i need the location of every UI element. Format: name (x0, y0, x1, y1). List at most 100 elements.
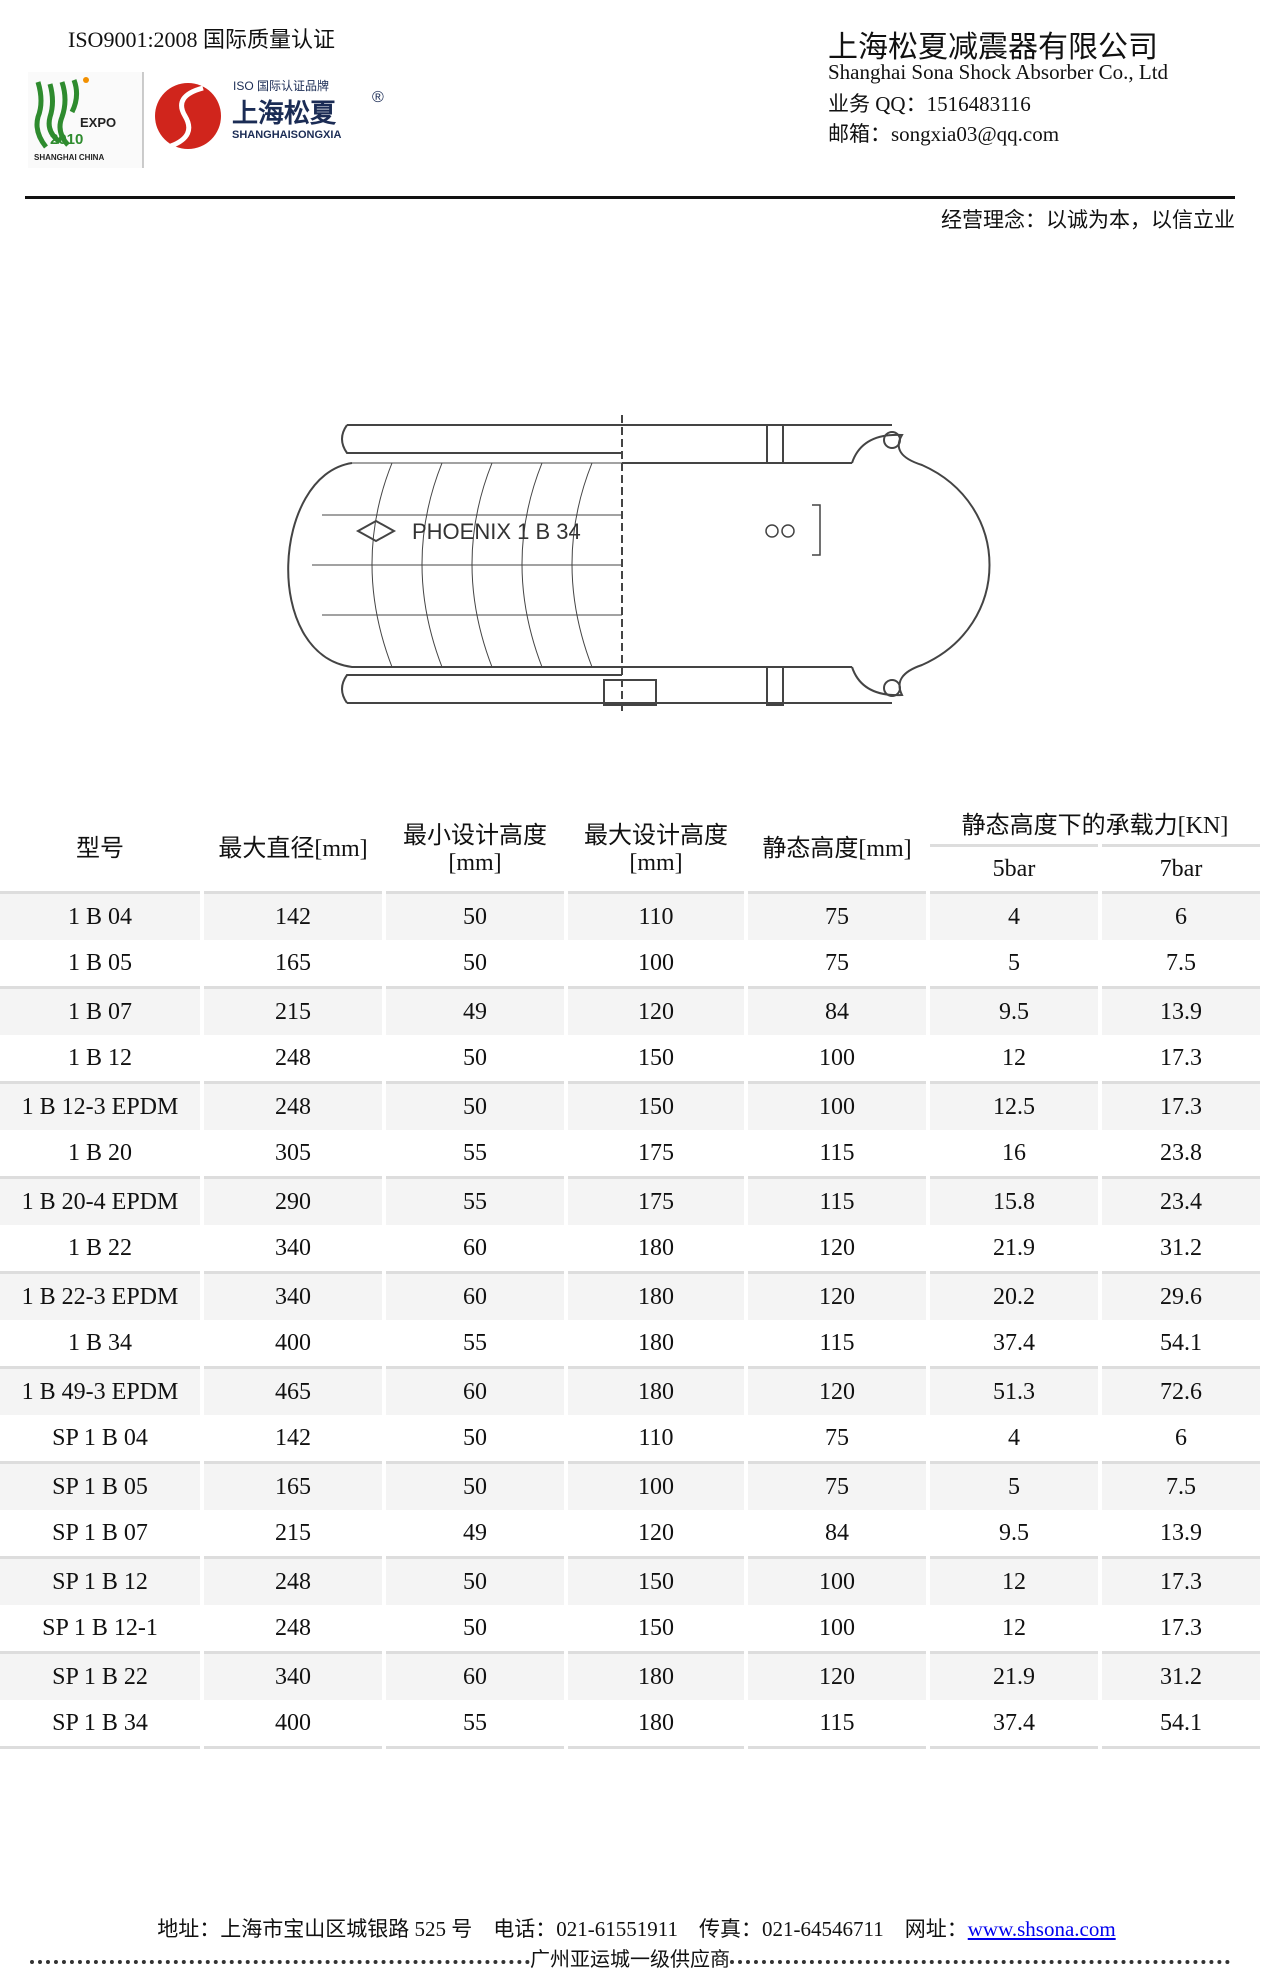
table-cell: 31.2 (1102, 1651, 1260, 1700)
table-cell: 120 (819, 1234, 855, 1261)
table-cell: 55 (463, 1139, 487, 1166)
table-cell: 248 (204, 1081, 382, 1130)
table-cell: 9.5 (930, 986, 1098, 1035)
table-cell: 100 (819, 1614, 855, 1641)
website-link[interactable]: www.shsona.com (967, 1917, 1116, 1941)
table-cell: 180 (638, 1329, 674, 1356)
table-cell: 115 (748, 1700, 926, 1749)
table-cell: 17.3 (1102, 1556, 1260, 1605)
table-cell: 23.8 (1160, 1139, 1202, 1166)
table-cell: 150 (638, 1044, 674, 1071)
table-cell: 115 (819, 1139, 855, 1166)
table-cell: 120 (748, 1651, 926, 1700)
table-cell: SP 1 B 12 (0, 1556, 200, 1605)
table-cell: 1 B 22 (67, 1234, 132, 1261)
table-row: 1 B 12 248 50 150 100 12 17.3 (0, 1035, 1260, 1081)
table-cell: 142 (275, 1424, 311, 1451)
table-cell: 248 (204, 1556, 382, 1605)
table-row: 1 B 12-3 EPDM 248 50 150 100 12.5 17.3 (0, 1081, 1260, 1130)
table-cell: 120 (748, 1271, 926, 1320)
table-cell: 54.1 (1102, 1700, 1260, 1749)
table-cell: 120 (748, 1366, 926, 1415)
business-motto: 经营理念：以诚为本，以信立业 (941, 208, 1235, 232)
table-cell: 12 (1002, 1614, 1026, 1641)
brand-logo: ISO 国际认证品牌 上海松夏 SHANGHAISONGXIA ® (155, 79, 384, 149)
table-cell: 75 (825, 949, 849, 976)
table-cell: 1 B 12 (67, 1044, 132, 1071)
table-cell: 9.5 (999, 1519, 1029, 1546)
company-english-name: Shanghai Sona Shock Absorber Co., Ltd (828, 60, 1169, 84)
table-cell: 37.4 (993, 1329, 1035, 1356)
specification-table: 型号 最大直径[mm] 最小设计高度 [mm] 最大设计高度 [mm] 静态高度[m… (0, 800, 1264, 1749)
footer-contact: 地址：上海市宝山区城银路 525 号 电话：021-61551911 传真：02… (0, 1913, 1273, 1943)
iso-certification: ISO9001:2008 国际质量认证 (68, 27, 336, 52)
footer-address: 地址：上海市宝山区城银路 525 号 电话：021-61551911 传真：02… (157, 1917, 968, 1941)
company-name: 上海松夏减震器有限公司 (828, 31, 1158, 64)
table-cell: 400 (275, 1329, 311, 1356)
table-cell: 120 (638, 1519, 674, 1546)
table-cell: 1 B 49-3 EPDM (0, 1366, 200, 1415)
table-cell: 165 (204, 1461, 382, 1510)
table-cell: SP 1 B 04 (52, 1424, 148, 1451)
table-row: SP 1 B 12 248 50 150 100 12 17.3 (0, 1556, 1260, 1605)
table-cell: 100 (819, 1044, 855, 1071)
table-row: SP 1 B 04 142 50 110 75 4 6 (0, 1415, 1260, 1461)
table-cell: 50 (386, 1556, 564, 1605)
table-cell: 29.6 (1102, 1271, 1260, 1320)
table-cell: 115 (819, 1329, 855, 1356)
table-cell: 55 (386, 1176, 564, 1225)
table-cell: 55 (386, 1700, 564, 1749)
table-cell: 248 (275, 1044, 311, 1071)
table-cell: 1 B 07 (0, 986, 200, 1035)
table-cell: 100 (748, 1556, 926, 1605)
table-cell: 120 (568, 986, 744, 1035)
table-cell: 21.9 (930, 1651, 1098, 1700)
table-cell: 1 B 12-3 EPDM (0, 1081, 200, 1130)
table-cell: 12 (1002, 1044, 1026, 1071)
table-cell: 12 (930, 1556, 1098, 1605)
table-cell: SP 1 B 34 (0, 1700, 200, 1749)
table-cell: 50 (463, 949, 487, 976)
table-cell: 180 (568, 1700, 744, 1749)
drawing-label: PHOENIX 1 B 34 (412, 519, 581, 544)
table-cell: 5 (1008, 949, 1020, 976)
table-cell: 400 (204, 1700, 382, 1749)
table-cell: 142 (204, 891, 382, 940)
table-cell: 50 (386, 1081, 564, 1130)
table-cell: 305 (275, 1139, 311, 1166)
table-cell: 110 (568, 891, 744, 940)
table-cell: 50 (386, 891, 564, 940)
table-cell: 465 (204, 1366, 382, 1415)
table-cell: 215 (275, 1519, 311, 1546)
supplier-line: 广州亚运城一级供应商 (30, 1943, 1230, 1972)
table-cell: 6 (1175, 1424, 1187, 1451)
header-divider (25, 196, 1235, 199)
table-cell: 180 (568, 1651, 744, 1700)
table-row: SP 1 B 22 340 60 180 120 21.9 31.2 (0, 1651, 1260, 1700)
table-cell: 150 (568, 1081, 744, 1130)
table-cell: 13.9 (1102, 986, 1260, 1035)
table-cell: 84 (748, 986, 926, 1035)
table-cell: 21.9 (993, 1234, 1035, 1261)
table-cell: 100 (568, 1461, 744, 1510)
table-cell: 72.6 (1102, 1366, 1260, 1415)
table-cell: 15.8 (930, 1176, 1098, 1225)
table-cell: 1 B 34 (67, 1329, 132, 1356)
table-cell: 50 (463, 1044, 487, 1071)
table-cell: 4 (930, 891, 1098, 940)
table-cell: 1 B 20 (67, 1139, 132, 1166)
header-max-height: 最大设计高度 [mm] (568, 800, 744, 891)
svg-text:2010: 2010 (50, 131, 83, 148)
table-cell: 51.3 (930, 1366, 1098, 1415)
table-cell: 7.5 (1102, 1461, 1260, 1510)
table-cell: SP 1 B 22 (0, 1651, 200, 1700)
table-cell: 75 (748, 891, 926, 940)
table-row: 1 B 07 215 49 120 84 9.5 13.9 (0, 986, 1260, 1035)
svg-text:ISO 国际认证品牌: ISO 国际认证品牌 (233, 79, 329, 93)
table-cell: 50 (463, 1424, 487, 1451)
table-cell: 150 (568, 1556, 744, 1605)
table-cell: 150 (638, 1614, 674, 1641)
table-cell: 16 (1002, 1139, 1026, 1166)
table-cell: 84 (825, 1519, 849, 1546)
dotted-divider (730, 1959, 1230, 1964)
